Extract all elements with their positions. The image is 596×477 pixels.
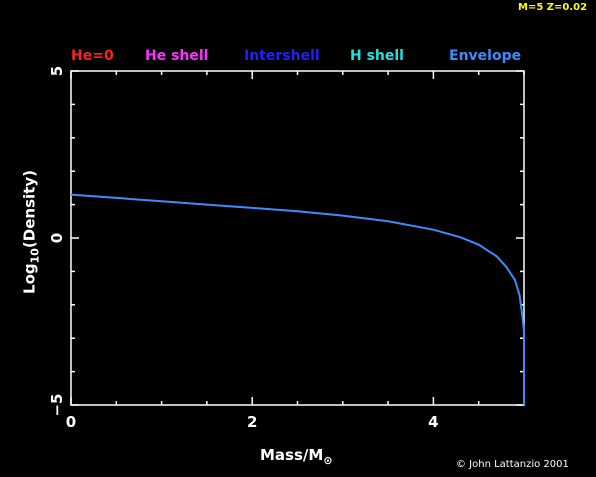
y-axis-label: Log10(Density) <box>21 170 42 294</box>
credit-text: © John Lattanzio 2001 <box>456 459 569 470</box>
x-tick-label: 2 <box>247 413 257 431</box>
series-line-envelope <box>70 193 525 405</box>
legend: He=0 He shell Intershell H shell Envelope <box>71 48 524 68</box>
y-axis-label-main: Log <box>20 263 39 294</box>
legend-item-intershell: Intershell <box>244 48 320 64</box>
x-tick-label: 0 <box>66 413 76 431</box>
y-tick-label: 5 <box>48 66 66 76</box>
y-tick-label: 0 <box>48 233 66 243</box>
plot-frame <box>70 70 525 406</box>
legend-item-h-shell: H shell <box>350 48 404 64</box>
y-tick-label: −5 <box>48 393 66 416</box>
legend-item-he-shell: He shell <box>145 48 209 64</box>
legend-item-envelope: Envelope <box>449 48 522 64</box>
y-axis-label-rest: (Density) <box>20 170 39 249</box>
x-axis-label-sub: ⊙ <box>323 454 333 467</box>
y-axis-label-sub: 10 <box>28 248 42 264</box>
x-tick-label: 4 <box>428 413 438 431</box>
x-axis-label: Mass/M⊙ <box>260 446 333 467</box>
model-parameters: M=5 Z=0.02 <box>518 2 588 13</box>
legend-item-he-0: He=0 <box>71 48 114 64</box>
x-axis-label-main: Mass/M <box>260 446 324 464</box>
